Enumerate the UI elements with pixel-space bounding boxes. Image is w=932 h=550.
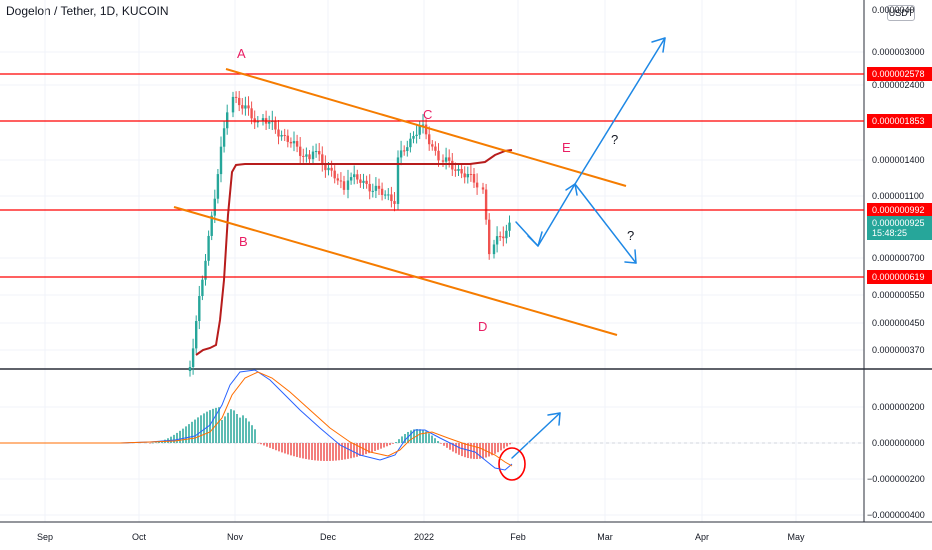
price-tick-5: 0.000000700 (872, 253, 925, 263)
projection-arrow-up[interactable] (515, 183, 576, 247)
macd-tick-2: 0.000000000 (872, 438, 925, 448)
macd-line[interactable] (0, 369, 513, 471)
price-tick-4: 0.000001100 (872, 191, 924, 201)
price-tick-2: 0.000002400 (872, 80, 925, 90)
level-label-3: 0.000000992 (872, 205, 925, 215)
arrowhead-2 (565, 183, 578, 196)
macd-tick-1: 0.000000200 (872, 402, 925, 412)
macd-histogram (149, 407, 511, 461)
time-label-sep: Sep (37, 532, 53, 542)
level-label-bg-1 (867, 67, 932, 81)
chart-title: Dogelon / Tether, 1D, KUCOIN (6, 4, 169, 18)
annotation-d: D (478, 319, 487, 334)
price-tick-1: 0.000003000 (872, 47, 925, 57)
level-label-bg-4 (867, 270, 932, 284)
level-label-bg-3 (867, 203, 932, 217)
time-label-apr: Apr (695, 532, 709, 542)
lower-trendline[interactable] (173, 206, 618, 336)
macd-tick-4: −0.000000400 (867, 510, 925, 520)
time-label-mar: Mar (597, 532, 613, 542)
level-label-2: 0.000001853 (872, 116, 925, 126)
upper-trendline[interactable] (225, 68, 627, 187)
signal-line[interactable] (0, 371, 513, 467)
time-label-feb: Feb (510, 532, 526, 542)
price-tick-8: 0.000000370 (872, 345, 925, 355)
macd-tick-3: −0.000000200 (867, 474, 925, 484)
moving-average-line[interactable] (195, 149, 513, 356)
current-price-label: 0.000000925 (872, 218, 925, 228)
price-candles (188, 90, 511, 377)
annotation-b: B (239, 234, 248, 249)
macd-arrowhead (547, 412, 561, 426)
level-label-1: 0.000002578 (872, 69, 925, 79)
level-label-4: 0.000000619 (872, 272, 925, 282)
arrowhead-1 (527, 231, 543, 247)
question-mark-lower: ? (627, 228, 634, 243)
projection-arrow-down[interactable] (574, 183, 637, 264)
projection-arrow-breakout[interactable] (574, 37, 666, 185)
currency-button[interactable]: USDT (887, 5, 915, 21)
time-label-2022: 2022 (414, 532, 434, 542)
price-tick-top: 0.0000040 (872, 5, 915, 15)
question-mark-upper: ? (611, 132, 618, 147)
current-price-label-bg (867, 216, 932, 240)
time-label-oct: Oct (132, 532, 147, 542)
annotation-a: A (237, 46, 246, 61)
price-tick-6: 0.000000550 (872, 290, 925, 300)
arrowhead-3 (651, 37, 666, 53)
crossover-circle[interactable] (498, 447, 526, 481)
arrowhead-4 (624, 249, 637, 264)
level-label-bg-2 (867, 114, 932, 128)
annotation-e: E (562, 140, 571, 155)
price-tick-7: 0.000000450 (872, 318, 925, 328)
annotation-c: C (423, 107, 432, 122)
countdown-label: 15:48:25 (872, 228, 907, 238)
price-tick-3: 0.000001400 (872, 155, 925, 165)
time-label-dec: Dec (320, 532, 337, 542)
time-label-may: May (787, 532, 805, 542)
time-label-nov: Nov (227, 532, 244, 542)
